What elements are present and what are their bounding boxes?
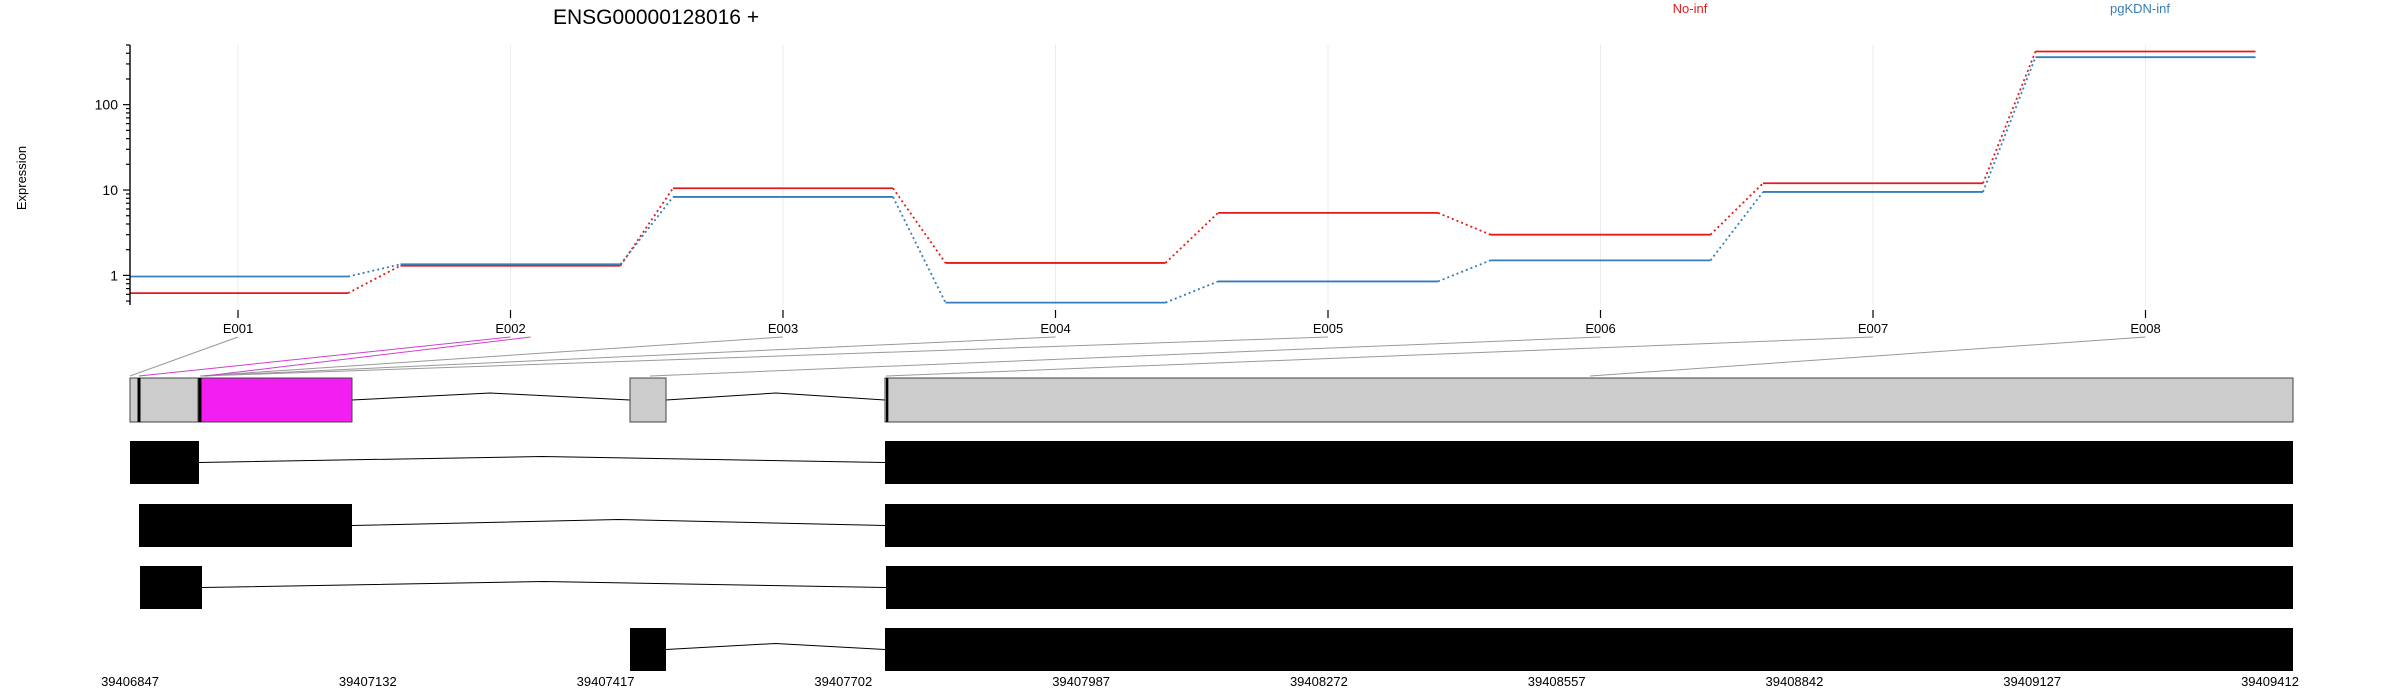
series-layer [130, 50, 2256, 304]
series-transition [619, 196, 674, 265]
series-transition [892, 196, 947, 304]
y-axis-label: Expression [14, 146, 29, 210]
genomic-tick-label: 39408557 [1528, 674, 1586, 689]
series-transition [1165, 280, 1219, 304]
x-ticks: E001 E002 E003 E004 E005 E006 E007 E008 [223, 310, 2161, 336]
gene-model [129, 377, 2294, 423]
series-transition [347, 264, 401, 294]
series-transition [1709, 182, 1764, 236]
transcript-exon [885, 504, 2293, 547]
intron-line [665, 392, 886, 401]
transcript-exon [130, 441, 199, 484]
genomic-tick-label: 39406847 [101, 674, 159, 689]
legend-label-no-inf: No-inf [1673, 1, 1708, 16]
x-tick-label: E008 [2130, 321, 2160, 336]
y-tick-label: 10 [102, 182, 118, 198]
genomic-tick-label: 39408272 [1290, 674, 1348, 689]
x-tick-label: E005 [1313, 321, 1343, 336]
genomic-tick-label: 39407702 [814, 674, 872, 689]
y-tick-label: 1 [110, 267, 118, 283]
exon-connector [138, 336, 511, 377]
transcript-exon [885, 628, 2293, 671]
genomic-tick-label: 39409127 [2003, 674, 2061, 689]
transcript-intron [198, 455, 886, 463]
exon-connector [204, 336, 531, 377]
genomic-tick-label: 39407987 [1052, 674, 1110, 689]
grid-layer [237, 45, 2146, 305]
exon-block [138, 377, 199, 423]
transcript-exon [886, 566, 2293, 609]
transcript-intron [665, 642, 886, 650]
x-tick-label: E007 [1858, 321, 1888, 336]
exon-connector [199, 336, 784, 377]
x-tick-label: E003 [768, 321, 798, 336]
x-tick-label: E001 [223, 321, 253, 336]
transcript-exon [885, 441, 2293, 484]
exon-connector [1589, 336, 2146, 377]
chart-title: ENSG00000128016 + [553, 6, 759, 29]
genomic-ticks: 39406847 39407132 39407417 39407702 39407987… [101, 674, 2299, 689]
intron-line [351, 392, 631, 401]
genomic-tick-label: 39407132 [339, 674, 397, 689]
x-tick-label: E004 [1040, 321, 1070, 336]
exon-connector [129, 336, 239, 377]
series-transition [347, 263, 401, 278]
transcript-exon [630, 628, 666, 671]
y-tick-label: 100 [95, 97, 119, 113]
transcript-intron [351, 518, 886, 526]
series-transition [1709, 191, 1764, 261]
exon-block [200, 377, 353, 423]
y-ticks: 1 10 100 [95, 44, 130, 302]
series-transition [1437, 259, 1491, 283]
series-transition [892, 187, 947, 264]
exon-connector [200, 336, 1056, 377]
transcript-intron [201, 580, 887, 588]
genomic-tick-label: 39408842 [1766, 674, 1824, 689]
exon-block [887, 377, 2294, 423]
series-transition [619, 187, 674, 267]
exon-connector [649, 336, 1601, 377]
transcript-exon [140, 566, 202, 609]
series-transition [1982, 56, 2037, 193]
x-tick-label: E002 [495, 321, 525, 336]
legend-label-pgkdn-inf: pgKDN-inf [2110, 1, 2170, 16]
exon-connector [201, 336, 1329, 377]
genomic-tick-label: 39407417 [577, 674, 635, 689]
genomic-tick-label: 39409412 [2241, 674, 2299, 689]
series-transition [1437, 212, 1491, 236]
connector-layer [129, 336, 2146, 377]
exon-connector [885, 336, 1874, 377]
series-transition [1982, 51, 2037, 184]
exon-block [629, 377, 667, 423]
x-tick-label: E006 [1585, 321, 1615, 336]
series-transition [1164, 212, 1219, 264]
transcript-models [130, 441, 2293, 671]
transcript-exon [139, 504, 352, 547]
